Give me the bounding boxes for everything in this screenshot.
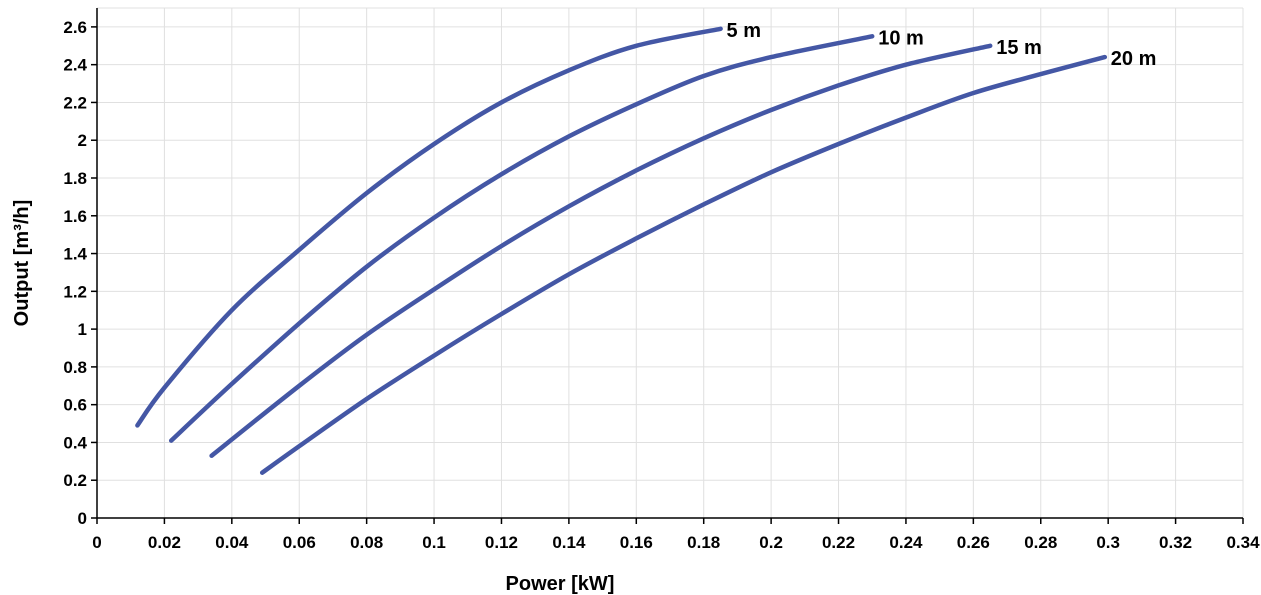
x-tick-label: 0.06 [283, 533, 316, 552]
x-tick-label: 0.3 [1096, 533, 1120, 552]
y-tick-label: 1.6 [63, 207, 87, 226]
series-label-5m: 5 m [727, 20, 761, 42]
y-tick-label: 1 [78, 320, 87, 339]
x-tick-label: 0.16 [620, 533, 653, 552]
y-tick-label: 2.2 [63, 93, 87, 112]
y-tick-label: 0.4 [63, 433, 87, 452]
x-tick-label: 0.1 [422, 533, 446, 552]
x-tick-label: 0.12 [485, 533, 518, 552]
y-tick-label: 2.6 [63, 18, 87, 37]
y-tick-label: 1.2 [63, 282, 87, 301]
x-tick-label: 0 [92, 533, 101, 552]
series-label-20m: 20 m [1111, 48, 1157, 70]
x-tick-label: 0.18 [687, 533, 720, 552]
x-tick-label: 0.32 [1159, 533, 1192, 552]
x-tick-label: 0.22 [822, 533, 855, 552]
x-tick-label: 0.34 [1226, 533, 1260, 552]
tick-labels: 0 0.02 0.04 0.06 0.08 0.1 0.12 0.14 0.16 0.18 0.2 0… [63, 18, 1260, 552]
y-tick-label: 0 [78, 509, 87, 528]
series-labels: 5 m 10 m 15 m 20 m [727, 20, 1157, 70]
x-tick-label: 0.08 [350, 533, 383, 552]
x-axis-title: Power [kW] [506, 573, 615, 595]
series-line-20m [259, 54, 1108, 475]
series-lines [135, 26, 1108, 475]
y-tick-label: 1.8 [63, 169, 87, 188]
y-tick-label: 0.6 [63, 396, 87, 415]
y-tick-label: 1.4 [63, 245, 87, 264]
series-line-5m [135, 26, 723, 428]
x-tick-label: 0.26 [957, 533, 990, 552]
y-tick-label: 2 [78, 131, 87, 150]
y-tick-label: 2.4 [63, 56, 87, 75]
x-tick-label: 0.2 [759, 533, 783, 552]
series-label-15m: 15 m [996, 37, 1042, 59]
series-line-15m [209, 43, 993, 458]
series-label-10m: 10 m [878, 27, 924, 49]
x-tick-label: 0.02 [148, 533, 181, 552]
x-tick-label: 0.24 [889, 533, 923, 552]
x-tick-label: 0.14 [552, 533, 586, 552]
axes [91, 8, 1244, 524]
y-tick-label: 0.2 [63, 471, 87, 490]
gridlines [97, 7, 1244, 518]
y-axis-title: Output [m³/h] [11, 200, 33, 327]
y-tick-label: 0.8 [63, 358, 87, 377]
series-line-10m [168, 34, 875, 443]
x-tick-label: 0.04 [215, 533, 249, 552]
x-tick-label: 0.28 [1024, 533, 1057, 552]
